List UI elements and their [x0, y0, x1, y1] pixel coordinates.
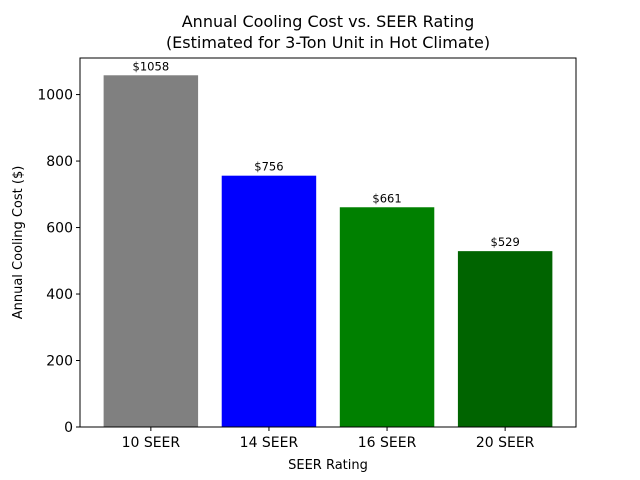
bar-20-seer [457, 251, 553, 427]
bar-10-seer [103, 75, 199, 427]
y-tick-label-200: 200 [46, 354, 73, 370]
y-tick-label-0: 0 [64, 420, 73, 436]
data-label-16-seer: $661 [372, 191, 401, 205]
bar-14-seer [221, 175, 317, 427]
data-label-14-seer: $756 [254, 160, 283, 174]
bars-group [103, 75, 553, 427]
x-axis: 10 SEER 14 SEER 16 SEER 20 SEER [122, 427, 535, 451]
plot-frame [79, 57, 577, 428]
x-tick-label-16-seer: 16 SEER [358, 435, 417, 451]
x-tick-label-14-seer: 14 SEER [240, 435, 299, 451]
y-tick-label-1000: 1000 [37, 88, 73, 104]
data-label-20-seer: $529 [491, 235, 520, 249]
x-tick-label-10-seer: 10 SEER [122, 435, 181, 451]
y-tick-label-400: 400 [46, 287, 73, 303]
data-labels-group: $1058 $756 $661 $529 [133, 59, 520, 249]
x-axis-label: SEER Rating [288, 458, 368, 473]
chart-subtitle: (Estimated for 3-Ton Unit in Hot Climate… [166, 33, 490, 52]
data-label-10-seer: $1058 [133, 59, 170, 73]
bar-16-seer [339, 207, 435, 427]
chart-title: Annual Cooling Cost vs. SEER Rating [182, 12, 475, 31]
y-axis: 0 200 400 600 800 1000 [37, 88, 80, 436]
x-tick-label-20-seer: 20 SEER [476, 435, 535, 451]
y-tick-label-600: 600 [46, 221, 73, 237]
y-axis-label: Annual Cooling Cost ($) [11, 166, 26, 320]
y-tick-label-800: 800 [46, 154, 73, 170]
